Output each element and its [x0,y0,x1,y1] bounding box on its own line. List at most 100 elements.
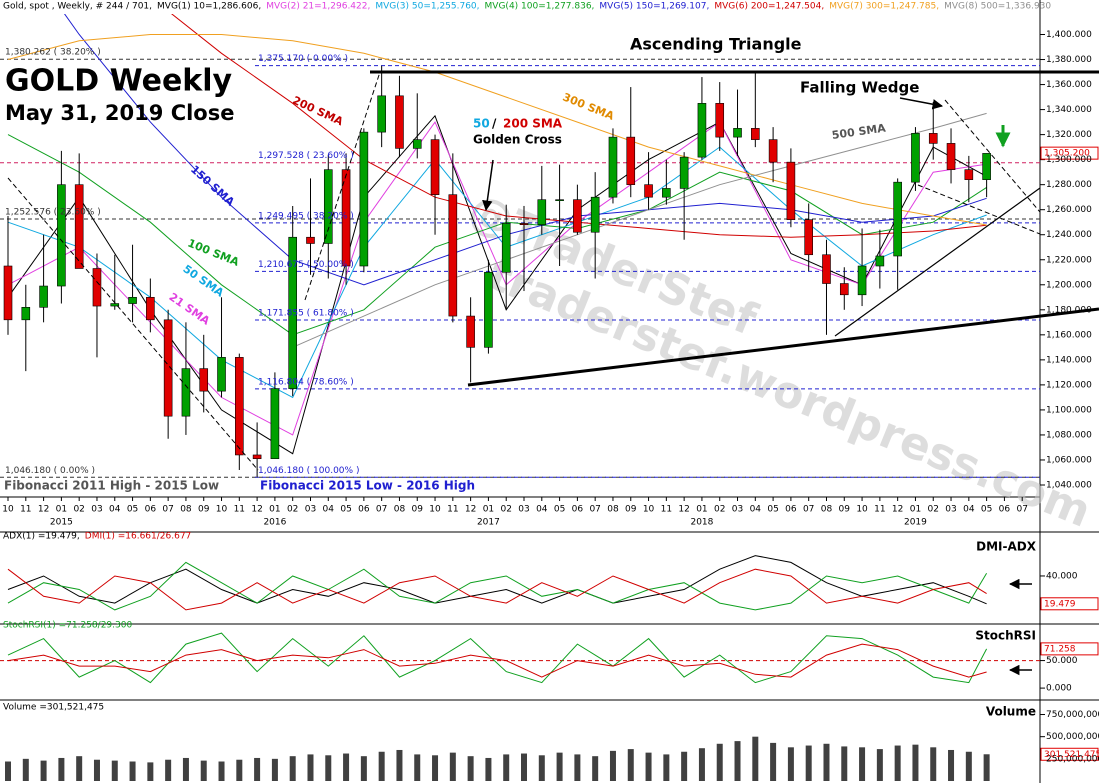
volume-bar [965,751,972,781]
y-tick-label: 1,060.000 [1046,455,1092,465]
indicator-line [7,632,988,684]
fib-title: Fibonacci 2015 Low - 2016 High [260,479,475,493]
candle-body [484,271,493,348]
price-tag-label: 301,521,475 [1044,750,1099,760]
panel-header: MVG(8) 500=1,336.930 [944,2,1051,12]
price-tag-label: 71.258 [1044,644,1076,654]
panel-header: MVG(5) 150=1,269.107, [599,2,709,12]
x-tick-label: 08 [180,505,192,515]
price-tag [1040,597,1099,611]
volume-bar [432,755,439,781]
volume-bar [271,758,278,781]
volume-bar [876,749,883,781]
volume-bar [76,756,83,781]
y-tick-label: 1,320.000 [1046,130,1092,140]
panel-header: StochRSI(1) =71.258/29.300 [3,621,132,631]
wedge-upper [944,99,1041,213]
volume-bar [823,743,830,781]
volume-bar [698,748,705,781]
candle-body [893,181,902,257]
x-tick-label: 01 [696,505,707,515]
channel-line [304,71,381,301]
candle-body [199,368,209,392]
x-tick-label: 12 [38,505,49,515]
panel-header: DMI(1) =16.661/26.677 [85,532,192,542]
volume-bar [22,758,29,781]
volume-bar [645,752,652,781]
x-tick-label: 01 [269,505,280,515]
volume-bar [787,747,794,781]
indicator-line [7,561,988,611]
x-tick-label: 12 [251,505,262,515]
y-tick-label: 750,000,000 [1046,710,1099,720]
candle-body [946,143,956,170]
candle-body [822,254,831,284]
volume-bar [5,761,12,781]
volume-bar [609,750,616,781]
channel-line [7,177,259,471]
y-tick-label: 0.000 [1046,684,1072,694]
y-tick-label: 1,120.000 [1046,380,1092,390]
x-tick-label: 06 [572,505,584,515]
x-tick-label: 09 [625,505,637,515]
y-tick-label: 1,220.000 [1046,255,1092,265]
x-tick-label: 10 [856,505,868,515]
y-tick-label: 1,340.000 [1046,105,1092,115]
candle-body [644,184,653,198]
volume-bar [147,762,154,781]
candle-body [235,357,244,456]
x-tick-label: 10 [2,505,14,515]
x-tick-label: 11 [234,505,245,515]
x-tick-label: 05 [981,505,992,515]
volume-bar [200,760,207,781]
candle-body [74,184,84,269]
price-tag-label: 19.479 [1044,599,1076,609]
price-tag [1040,747,1099,761]
candle-body [768,139,778,163]
volume-bar [111,760,118,781]
candle-body [39,285,48,308]
wedge-lower [917,184,1041,235]
year-label: 2015 [50,518,73,528]
year-label: 2017 [477,518,500,528]
year-label: 2018 [690,518,713,528]
volume-bar [254,757,261,781]
volume-bar [236,759,243,781]
volume-bar [663,754,670,781]
y-tick-label: 1,080.000 [1046,430,1092,440]
arrow [899,97,944,110]
volume-bar [930,747,937,781]
volume-bar [574,754,581,781]
annotation: 200 SMA [503,117,563,131]
candle-body [306,236,315,244]
annotation: 50 [473,117,490,131]
x-tick-label: 09 [198,505,210,515]
x-tick-label: 12 [465,505,476,515]
annotation: / [492,117,497,131]
y-tick-label: 1,100.000 [1046,405,1092,415]
x-tick-label: 05 [767,505,778,515]
volume-bar [485,757,492,781]
volume-bar [592,756,599,781]
candle-body [270,388,280,460]
volume-bar [770,742,777,781]
candle-body [626,136,636,185]
volume-bar [360,756,367,781]
moving-average [292,112,987,348]
candle-body [839,283,849,296]
candle-body [181,368,191,417]
x-tick-label: 03 [945,505,956,515]
candle-body [377,95,386,133]
volume-bar [859,747,866,781]
x-tick-label: 08 [821,505,833,515]
x-tick-label: 01 [56,505,67,515]
annotation: GOLD Weekly [5,64,233,99]
moving-average [7,34,987,226]
x-tick-label: 09 [412,505,424,515]
candle-body [733,128,742,138]
candle-body [751,128,760,140]
candle-body [608,136,618,198]
volume-bar [396,749,403,781]
